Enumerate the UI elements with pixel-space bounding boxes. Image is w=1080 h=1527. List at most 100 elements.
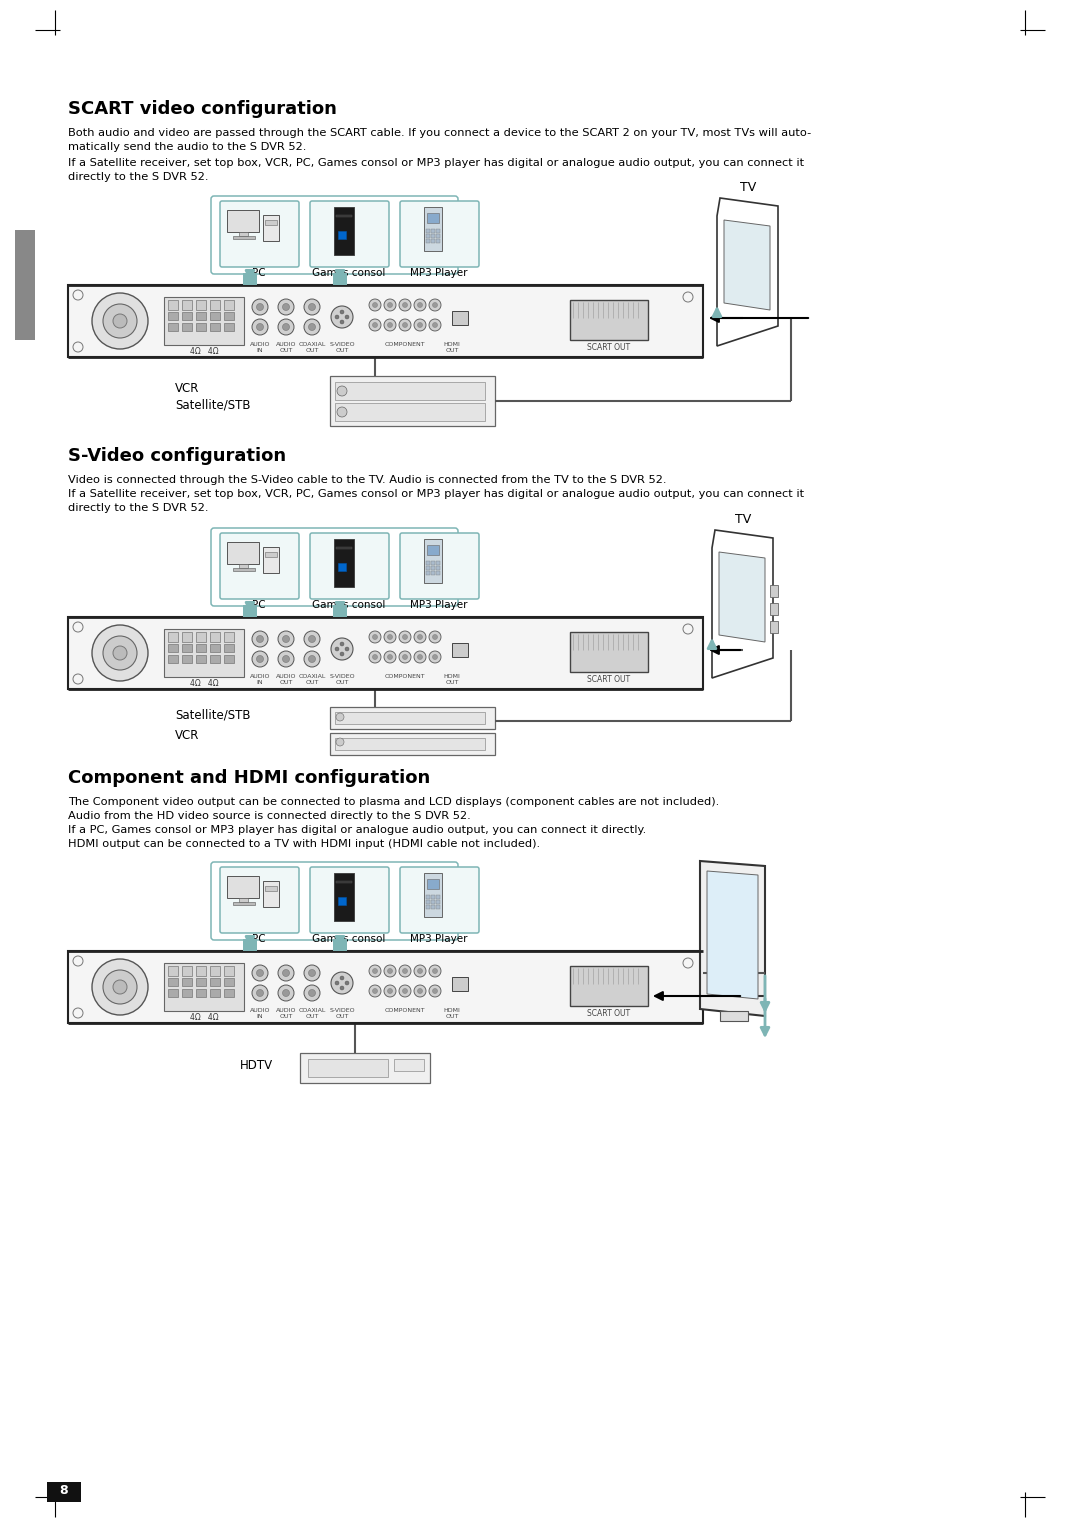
Circle shape <box>340 321 345 324</box>
Circle shape <box>336 713 345 721</box>
Text: SCART OUT: SCART OUT <box>588 675 631 684</box>
Bar <box>233 237 255 240</box>
Circle shape <box>340 641 345 646</box>
Circle shape <box>283 989 289 997</box>
Circle shape <box>337 386 347 395</box>
Bar <box>15 231 35 341</box>
Text: MP3 Player: MP3 Player <box>410 600 468 609</box>
Bar <box>210 967 220 976</box>
Circle shape <box>340 652 345 657</box>
Bar <box>436 567 440 570</box>
Text: Component and HDMI configuration: Component and HDMI configuration <box>68 770 430 786</box>
Circle shape <box>403 302 407 307</box>
Bar <box>183 299 192 310</box>
Circle shape <box>384 631 396 643</box>
Text: TV: TV <box>740 182 756 194</box>
Circle shape <box>309 304 315 310</box>
Circle shape <box>403 968 407 974</box>
Circle shape <box>278 985 294 1002</box>
Bar <box>210 312 220 321</box>
Text: Games consol: Games consol <box>312 600 386 609</box>
Circle shape <box>373 635 378 640</box>
Circle shape <box>283 324 289 330</box>
Circle shape <box>345 315 349 319</box>
Bar <box>570 967 648 1006</box>
Text: SCART OUT: SCART OUT <box>588 344 631 353</box>
Bar <box>243 939 257 951</box>
Circle shape <box>373 988 378 994</box>
Bar <box>168 324 178 331</box>
Bar <box>436 229 440 232</box>
Circle shape <box>309 655 315 663</box>
Bar <box>183 632 192 641</box>
Text: MP3 Player: MP3 Player <box>410 935 468 944</box>
Bar <box>770 621 778 634</box>
Bar <box>453 643 468 657</box>
Text: AUDIO
OUT: AUDIO OUT <box>275 1008 296 1019</box>
Polygon shape <box>719 551 765 641</box>
Bar <box>183 644 192 652</box>
Bar <box>224 644 234 652</box>
Text: COAXIAL
OUT: COAXIAL OUT <box>298 1008 326 1019</box>
Bar <box>224 967 234 976</box>
Circle shape <box>418 988 422 994</box>
Bar <box>224 299 234 310</box>
Bar <box>227 542 259 563</box>
Text: 4Ω   4Ω: 4Ω 4Ω <box>190 1012 218 1022</box>
Circle shape <box>384 319 396 331</box>
Polygon shape <box>707 870 758 999</box>
Bar <box>195 977 206 986</box>
Bar <box>183 312 192 321</box>
Bar <box>720 1011 748 1022</box>
Circle shape <box>414 651 426 663</box>
Bar <box>168 977 178 986</box>
Circle shape <box>283 304 289 310</box>
Circle shape <box>399 631 411 643</box>
Bar <box>436 571 440 574</box>
Text: COMPONENT: COMPONENT <box>384 673 426 680</box>
Circle shape <box>309 989 315 997</box>
Circle shape <box>113 315 127 328</box>
Bar <box>195 655 206 663</box>
Bar <box>227 211 259 232</box>
Circle shape <box>309 635 315 643</box>
Bar <box>224 312 234 321</box>
Circle shape <box>330 638 353 660</box>
Circle shape <box>388 988 392 994</box>
Bar <box>453 977 468 991</box>
Bar <box>183 655 192 663</box>
Bar <box>183 977 192 986</box>
Bar <box>431 899 434 904</box>
Bar <box>243 605 257 617</box>
Circle shape <box>303 299 320 315</box>
Circle shape <box>369 319 381 331</box>
Bar <box>210 299 220 310</box>
Text: Audio from the HD video source is connected directly to the S DVR 52.: Audio from the HD video source is connec… <box>68 811 471 822</box>
Text: Video is connected through the S-Video cable to the TV. Audio is connected from : Video is connected through the S-Video c… <box>68 475 666 486</box>
Circle shape <box>429 299 441 312</box>
Circle shape <box>373 968 378 974</box>
Text: 8: 8 <box>59 1484 68 1498</box>
Circle shape <box>432 635 437 640</box>
Bar <box>224 655 234 663</box>
Bar <box>168 312 178 321</box>
Bar <box>334 873 354 921</box>
Text: Games consol: Games consol <box>312 269 386 278</box>
Circle shape <box>418 968 422 974</box>
Text: PC: PC <box>253 935 266 944</box>
Bar <box>308 1060 388 1077</box>
Text: AUDIO
IN: AUDIO IN <box>249 673 270 684</box>
Bar <box>338 231 346 240</box>
Circle shape <box>309 970 315 976</box>
Text: Satellite/STB: Satellite/STB <box>175 709 251 722</box>
Bar <box>330 707 495 728</box>
FancyBboxPatch shape <box>220 867 299 933</box>
Bar <box>164 629 244 676</box>
Bar <box>333 605 347 617</box>
Text: The Component video output can be connected to plasma and LCD displays (componen: The Component video output can be connec… <box>68 797 719 806</box>
Bar <box>210 324 220 331</box>
Bar <box>436 234 440 238</box>
Bar <box>233 568 255 571</box>
Bar <box>195 632 206 641</box>
Circle shape <box>418 302 422 307</box>
